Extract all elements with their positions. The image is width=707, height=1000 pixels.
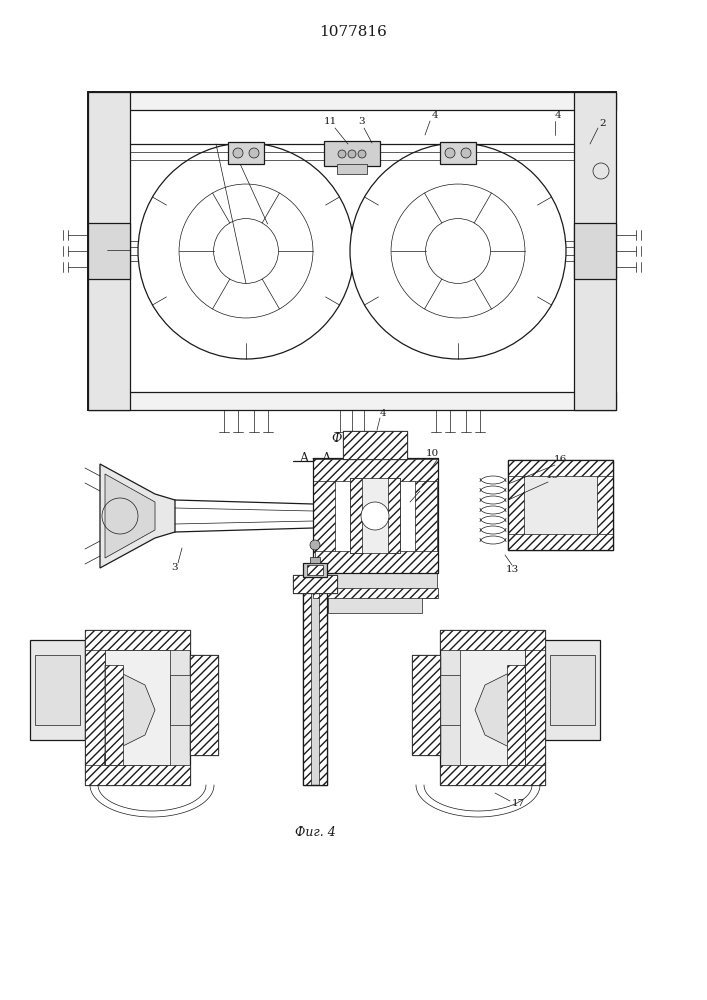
Bar [170,675,192,725]
Bar [105,650,170,765]
Circle shape [461,148,471,158]
Bar [30,640,85,740]
Bar [574,92,616,410]
Bar [313,551,438,573]
Text: 8: 8 [99,245,105,254]
Bar [324,141,380,166]
Text: 17: 17 [511,800,525,808]
Circle shape [361,502,389,530]
Circle shape [179,184,313,318]
Bar [507,665,525,765]
Bar [508,460,613,550]
Bar [412,655,440,755]
Circle shape [426,219,491,283]
Bar [460,650,525,765]
Bar [508,460,613,476]
Circle shape [249,148,259,158]
Bar [293,575,337,593]
Circle shape [348,150,356,158]
Circle shape [338,150,346,158]
Bar [85,630,190,785]
Bar [313,588,438,598]
Circle shape [310,540,320,550]
Bar [343,431,407,459]
Text: Фиг. 4: Фиг. 4 [295,826,335,840]
Text: 12: 12 [422,466,436,475]
Bar [293,575,337,593]
Text: 4: 4 [380,408,386,418]
Bar [310,557,320,563]
Bar [343,431,407,459]
Bar [88,223,130,279]
Bar [574,223,616,279]
Text: 4: 4 [432,110,438,119]
Bar [350,478,400,553]
Bar [307,565,323,575]
Polygon shape [475,665,525,765]
Circle shape [358,150,366,158]
Bar [350,478,362,553]
Text: 2: 2 [600,118,607,127]
Bar [440,675,462,725]
Polygon shape [313,573,437,613]
Text: 15: 15 [545,472,559,481]
Bar [105,665,123,765]
Polygon shape [105,665,155,765]
Bar [85,765,190,785]
Text: 4: 4 [555,110,561,119]
Bar [412,655,440,755]
Bar [303,590,311,785]
Bar [190,655,218,755]
Polygon shape [100,464,175,568]
Bar [337,164,367,174]
Bar [85,630,190,650]
Bar [597,460,613,550]
Text: 16: 16 [554,454,566,464]
Bar [303,590,327,785]
Bar [228,142,264,164]
Bar [440,630,545,650]
Bar [508,460,524,550]
Circle shape [233,148,243,158]
Bar [508,460,613,550]
Bar [35,655,80,725]
Circle shape [214,219,279,283]
Text: б: б [374,510,380,518]
Text: 3: 3 [358,117,366,126]
Bar [313,459,438,481]
Circle shape [391,184,525,318]
Bar [88,92,616,410]
Text: 1077816: 1077816 [319,25,387,39]
Bar [440,630,545,785]
Text: 13: 13 [506,566,519,574]
Circle shape [445,148,455,158]
Text: Фиг. 3: Фиг. 3 [332,432,373,444]
Text: 3: 3 [172,564,178,572]
Bar [313,458,335,573]
Bar [388,478,400,553]
Bar [550,655,595,725]
Bar [88,392,616,410]
Text: A – A: A – A [299,452,331,464]
Bar [303,563,327,577]
Bar [88,92,130,410]
Polygon shape [105,474,155,558]
Bar [545,640,600,740]
Text: 14: 14 [419,481,432,489]
Bar [319,590,327,785]
Bar [303,590,327,785]
Text: 11: 11 [323,117,337,126]
Circle shape [138,143,354,359]
Text: 10: 10 [426,450,438,458]
Bar [85,630,105,785]
Bar [508,534,613,550]
Bar [440,765,545,785]
Bar [440,142,476,164]
Bar [525,630,545,785]
Bar [313,458,438,573]
Circle shape [350,143,566,359]
Bar [415,458,437,573]
Bar [190,655,218,755]
Bar [88,92,616,110]
